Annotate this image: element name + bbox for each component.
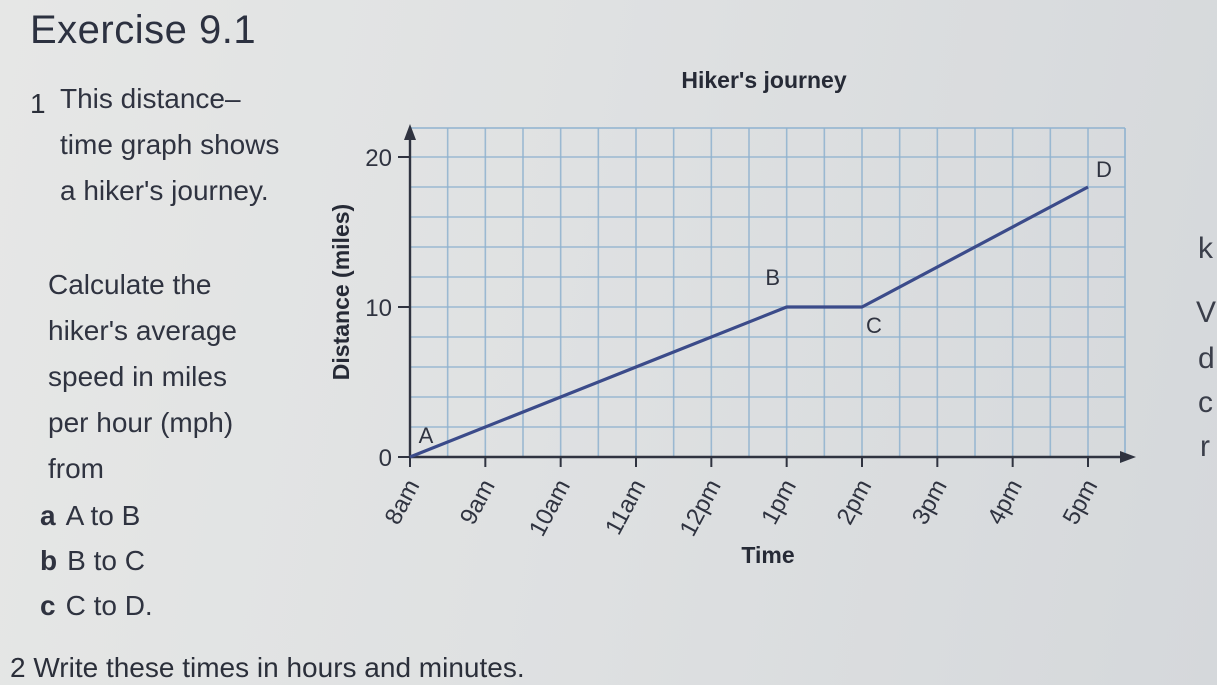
intro-line: a hiker's journey.: [60, 175, 269, 206]
task-line: speed in miles: [48, 361, 227, 392]
question-2: 2 Write these times in hours and minutes…: [10, 652, 525, 684]
x-tick-label: 4pm: [982, 475, 1028, 529]
y-axis-label: Distance (miles): [328, 204, 354, 380]
point-label-d: D: [1096, 157, 1112, 182]
edge-letter: d: [1198, 342, 1215, 375]
question-2-number: 2: [10, 652, 26, 683]
y-tick-label: 20: [365, 145, 392, 172]
x-tick-label: 10am: [524, 475, 576, 541]
intro-line: This distance–: [60, 83, 241, 114]
exercise-heading: Exercise 9.1: [30, 8, 257, 52]
chart-title: Hiker's journey: [681, 67, 846, 93]
chart-grid: [409, 127, 1126, 458]
task-line: hiker's average: [48, 315, 237, 346]
point-label-b: B: [765, 265, 780, 290]
point-label-c: C: [866, 313, 882, 338]
part-a: a A to B: [40, 500, 140, 532]
task-line: Calculate the: [48, 269, 212, 300]
question-2-text: Write these times in hours and minutes.: [33, 652, 525, 683]
y-tick-label: 10: [365, 295, 392, 322]
part-c: c C to D.: [40, 590, 153, 622]
edge-letter: k: [1198, 232, 1213, 265]
y-tick-label: 0: [379, 445, 392, 472]
part-b: b B to C: [40, 545, 145, 577]
x-axis-label: Time: [741, 542, 794, 568]
part-text: C to D.: [65, 590, 153, 621]
journey-line: [409, 185, 1089, 459]
y-axis-arrow: [404, 124, 416, 140]
chart-axes: [398, 124, 1136, 467]
question-1-number: 1: [30, 88, 46, 119]
part-text: A to B: [65, 500, 141, 531]
x-tick-label: 9am: [455, 475, 501, 529]
x-tick-label: 3pm: [907, 475, 953, 529]
task-line: per hour (mph): [48, 407, 234, 438]
x-tick-label: 2pm: [832, 475, 878, 529]
x-axis-arrow: [1120, 451, 1136, 463]
question-1-task: Calculate the hiker's average speed in m…: [48, 262, 237, 492]
point-label-a: A: [419, 423, 434, 448]
x-tick-label: 11am: [600, 475, 651, 539]
part-text: B to C: [67, 545, 145, 576]
chart-labels: 0 10 20 8am 9am 10am 11am 12pm 1pm 2pm 3pm 4pm 5pm Hi…: [328, 67, 1112, 568]
chart-series: [409, 185, 1089, 459]
edge-letter: c: [1198, 386, 1213, 419]
x-tick-label: 8am: [380, 475, 426, 529]
x-tick-label: 1pm: [756, 475, 802, 529]
x-tick-label: 12pm: [675, 475, 727, 541]
part-letter: c: [40, 590, 56, 621]
question-1-intro: This distance– time graph shows a hiker'…: [60, 76, 279, 214]
intro-line: time graph shows: [60, 129, 280, 160]
part-letter: b: [40, 545, 58, 576]
part-letter: a: [40, 500, 56, 531]
x-tick-label: 5pm: [1058, 475, 1104, 529]
edge-letter: V: [1196, 296, 1217, 329]
task-line: from: [48, 453, 104, 484]
edge-letter: r: [1200, 430, 1210, 463]
